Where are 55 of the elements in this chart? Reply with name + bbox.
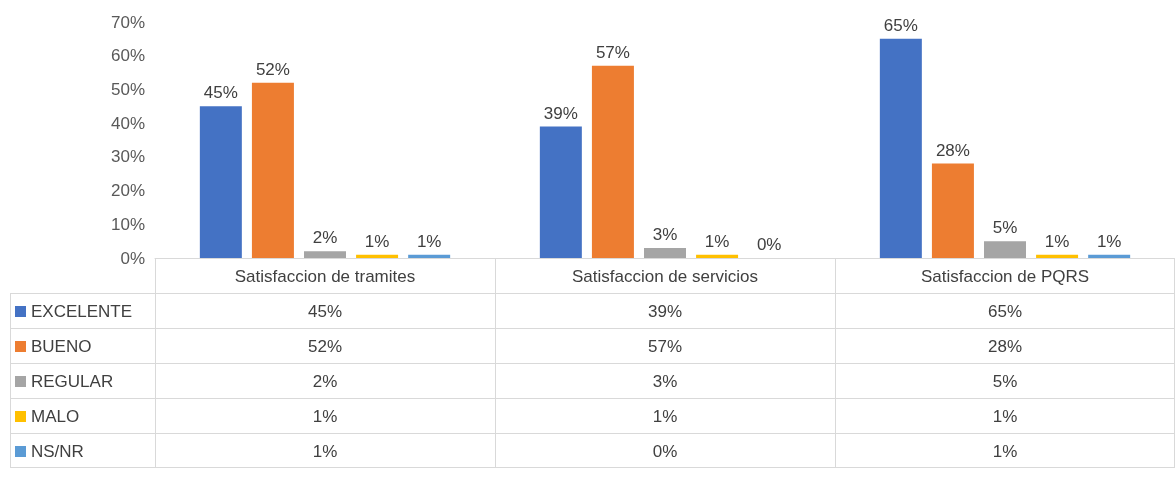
text: 5% [992, 218, 1018, 238]
data-label: 0% [652, 441, 678, 462]
bar [644, 247, 686, 258]
text: 57% [595, 42, 630, 62]
bar [984, 241, 1026, 258]
data-label: 1% [652, 406, 678, 427]
y-tick-label: 30% [110, 147, 145, 167]
data-label: 39% [647, 301, 683, 322]
data-label: 3% [652, 371, 678, 392]
text: 28% [935, 140, 970, 160]
bar [879, 38, 922, 258]
text: 45% [203, 83, 238, 103]
text: 1% [1044, 231, 1070, 251]
data-label: 28% [987, 336, 1023, 357]
bar [931, 163, 974, 258]
text: 1% [1096, 231, 1122, 251]
text: 0% [756, 235, 782, 254]
data-label: 65% [987, 301, 1023, 322]
y-tick-label: 50% [110, 79, 145, 99]
y-tick-label: 60% [110, 46, 145, 66]
legend-label: BUENO [31, 336, 92, 357]
data-label: 57% [647, 336, 683, 357]
bar [251, 82, 294, 258]
data-label: 1% [992, 441, 1018, 462]
text: 1% [364, 231, 390, 251]
text: 3% [652, 224, 678, 244]
data-label: 2% [312, 371, 338, 392]
data-label: 45% [307, 301, 343, 322]
bar [304, 251, 346, 258]
bar [539, 126, 582, 258]
y-tick-label: 0% [120, 248, 145, 268]
data-label: 1% [992, 406, 1018, 427]
data-label: 1% [312, 441, 338, 462]
text: 1% [416, 231, 442, 251]
x-tick-label: Satisfaccion de tramites [234, 267, 416, 286]
legend-label: NS/NR [31, 441, 84, 462]
text: 1% [704, 231, 730, 251]
y-tick-label: 70% [110, 12, 145, 32]
text: 65% [883, 15, 918, 35]
data-label: 52% [307, 336, 343, 357]
legend-label: EXCELENTE [31, 301, 133, 322]
bar [591, 65, 634, 258]
y-tick-label: 10% [110, 214, 145, 234]
data-label: 1% [312, 406, 338, 427]
x-tick-label: Satisfaccion de PQRS [920, 267, 1090, 286]
x-tick-label: Satisfaccion de servicios [571, 267, 759, 286]
legend-label: REGULAR [31, 371, 114, 392]
text: 39% [543, 103, 578, 123]
bar [199, 106, 242, 258]
y-tick-label: 40% [110, 113, 145, 133]
legend-label: MALO [31, 406, 80, 427]
text: 52% [255, 59, 290, 79]
y-tick-label: 20% [110, 181, 145, 201]
text: 2% [312, 228, 338, 248]
data-label: 5% [992, 371, 1018, 392]
